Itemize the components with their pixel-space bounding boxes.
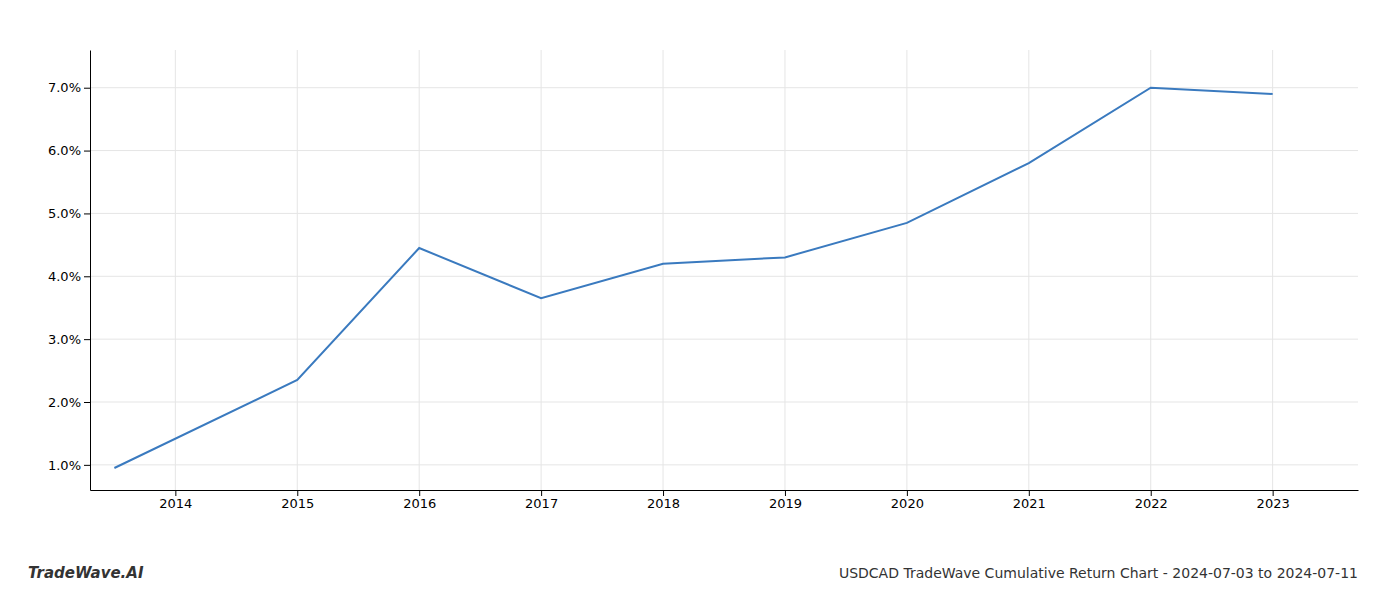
tick-label: 2016 — [403, 496, 436, 511]
tick-mark — [84, 88, 90, 89]
chart: 2014 2015 2016 2017 2018 2019 2020 2021 2022 2023… — [0, 0, 1400, 600]
grid-line-y — [90, 339, 1358, 340]
tick-label: 7.0% — [48, 80, 81, 95]
tick: 2017 — [525, 490, 558, 511]
tick-label: 6.0% — [48, 143, 81, 158]
grid-line-y — [90, 276, 1358, 277]
tick-label: 2022 — [1135, 496, 1168, 511]
grid — [90, 50, 1358, 490]
tick-mark — [663, 490, 664, 496]
tick: 2023 — [1257, 490, 1290, 511]
grid-line-y — [90, 213, 1358, 214]
y-axis: 1.0% 2.0% 3.0% 4.0% 5.0% 6.0% 7.0% — [48, 51, 91, 491]
marks — [114, 88, 1272, 468]
tick: 2022 — [1135, 490, 1168, 511]
tick: 2021 — [1013, 490, 1046, 511]
tick: 2015 — [281, 490, 314, 511]
tick-mark — [84, 465, 90, 466]
tick-mark — [84, 276, 90, 277]
tick-mark — [419, 490, 420, 496]
grid-line-x — [175, 50, 176, 490]
x-axis: 2014 2015 2016 2017 2018 2019 2020 2021 2022 2023 — [91, 490, 1359, 511]
annotation: TradeWave.AI — [28, 564, 144, 582]
tick-mark — [84, 339, 90, 340]
tick: 7.0% — [48, 80, 90, 95]
grid-line-x — [1150, 50, 1151, 490]
tick-label: 4.0% — [48, 269, 81, 284]
tick-label: 5.0% — [48, 206, 81, 221]
tick-label: 2021 — [1013, 496, 1046, 511]
tick-label: 2018 — [647, 496, 680, 511]
tick-mark — [1151, 490, 1152, 496]
grid-line-x — [297, 50, 298, 490]
grid-line-x — [541, 50, 542, 490]
axis-line — [90, 51, 91, 491]
grid-line-x — [784, 50, 785, 490]
axis-line — [91, 490, 1359, 491]
tick-label: 2020 — [891, 496, 924, 511]
grid-line-x — [1272, 50, 1273, 490]
tick: 6.0% — [48, 143, 90, 158]
grid-line-x — [419, 50, 420, 490]
tick-mark — [84, 151, 90, 152]
tick-mark — [1273, 490, 1274, 496]
tick-label: 2015 — [281, 496, 314, 511]
tick-mark — [541, 490, 542, 496]
tick-label: 1.0% — [48, 458, 81, 473]
tick: 1.0% — [48, 458, 90, 473]
tick-label: 2019 — [769, 496, 802, 511]
tick-mark — [84, 213, 90, 214]
grid-line-x — [663, 50, 664, 490]
grid-line-y — [90, 464, 1358, 465]
tick-label: 2017 — [525, 496, 558, 511]
tick: 2.0% — [48, 395, 90, 410]
grid-line-y — [90, 150, 1358, 151]
plot: 2014 2015 2016 2017 2018 2019 2020 2021 2022 2023… — [48, 50, 1359, 511]
tick-label: 3.0% — [48, 332, 81, 347]
tick-mark — [907, 490, 908, 496]
tick: 2018 — [647, 490, 680, 511]
tick-mark — [297, 490, 298, 496]
tick: 5.0% — [48, 206, 90, 221]
line — [114, 88, 1272, 468]
grid-line-x — [1028, 50, 1029, 490]
tick-mark — [175, 490, 176, 496]
grid-line-y — [90, 402, 1358, 403]
grid-line-x — [906, 50, 907, 490]
tick: 2016 — [403, 490, 436, 511]
tick-label: 2023 — [1257, 496, 1290, 511]
tick-label: 2014 — [159, 496, 192, 511]
tick: 4.0% — [48, 269, 90, 284]
tick-mark — [1029, 490, 1030, 496]
tick-mark — [84, 402, 90, 403]
tick: 2014 — [159, 490, 192, 511]
tick: 2019 — [769, 490, 802, 511]
title: USDCAD TradeWave Cumulative Return Chart… — [839, 565, 1358, 581]
tick: 2020 — [891, 490, 924, 511]
tick-mark — [785, 490, 786, 496]
tick: 3.0% — [48, 332, 90, 347]
tick-label: 2.0% — [48, 395, 81, 410]
